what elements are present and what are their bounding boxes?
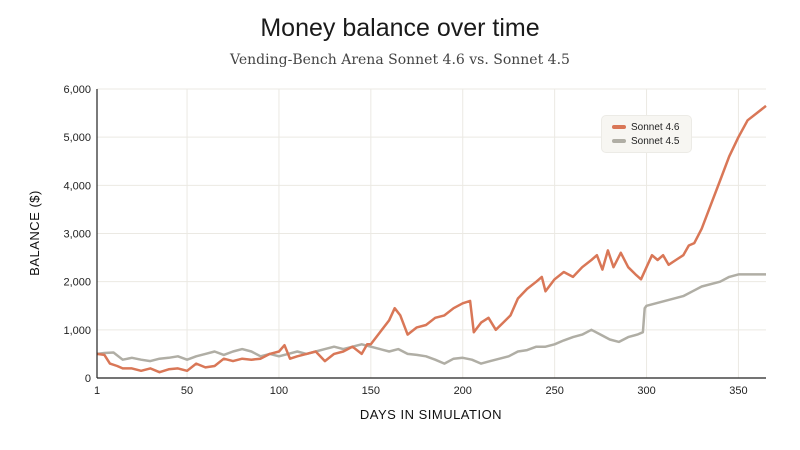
legend-item-sonnet-4-6: Sonnet 4.6 — [612, 120, 691, 134]
y-tick-label: 1,000 — [63, 325, 91, 337]
y-tick-label: 6,000 — [63, 84, 91, 96]
legend: Sonnet 4.6 Sonnet 4.5 — [601, 115, 692, 153]
legend-label: Sonnet 4.6 — [631, 121, 680, 133]
y-axis-label: BALANCE ($) — [27, 190, 42, 276]
y-tick-label: 2,000 — [63, 277, 91, 289]
y-tick-label: 4,000 — [63, 180, 91, 192]
x-tick-label: 150 — [362, 385, 380, 397]
x-tick-label: 250 — [545, 385, 563, 397]
y-tick-label: 0 — [85, 373, 91, 385]
chart-title: Money balance over time — [260, 14, 540, 42]
y-tick-label: 3,000 — [63, 229, 91, 241]
x-tick-label: 350 — [729, 385, 747, 397]
x-tick-label: 100 — [270, 385, 288, 397]
x-axis-label: DAYS IN SIMULATION — [360, 407, 502, 422]
y-tick-label: 5,000 — [63, 132, 91, 144]
x-tick-label: 300 — [637, 385, 655, 397]
legend-label: Sonnet 4.5 — [631, 135, 680, 147]
series-line-sonnet-4-5 — [96, 273, 766, 365]
chart-subtitle: Vending-Bench Arena Sonnet 4.6 vs. Sonne… — [230, 52, 570, 68]
x-tick-label: 50 — [181, 385, 193, 397]
x-tick-label: 1 — [94, 385, 100, 397]
legend-swatch — [612, 125, 626, 129]
legend-item-sonnet-4-5: Sonnet 4.5 — [612, 134, 691, 148]
legend-swatch — [612, 139, 626, 143]
x-tick-label: 200 — [454, 385, 472, 397]
series-line-sonnet-4-6 — [96, 104, 767, 374]
